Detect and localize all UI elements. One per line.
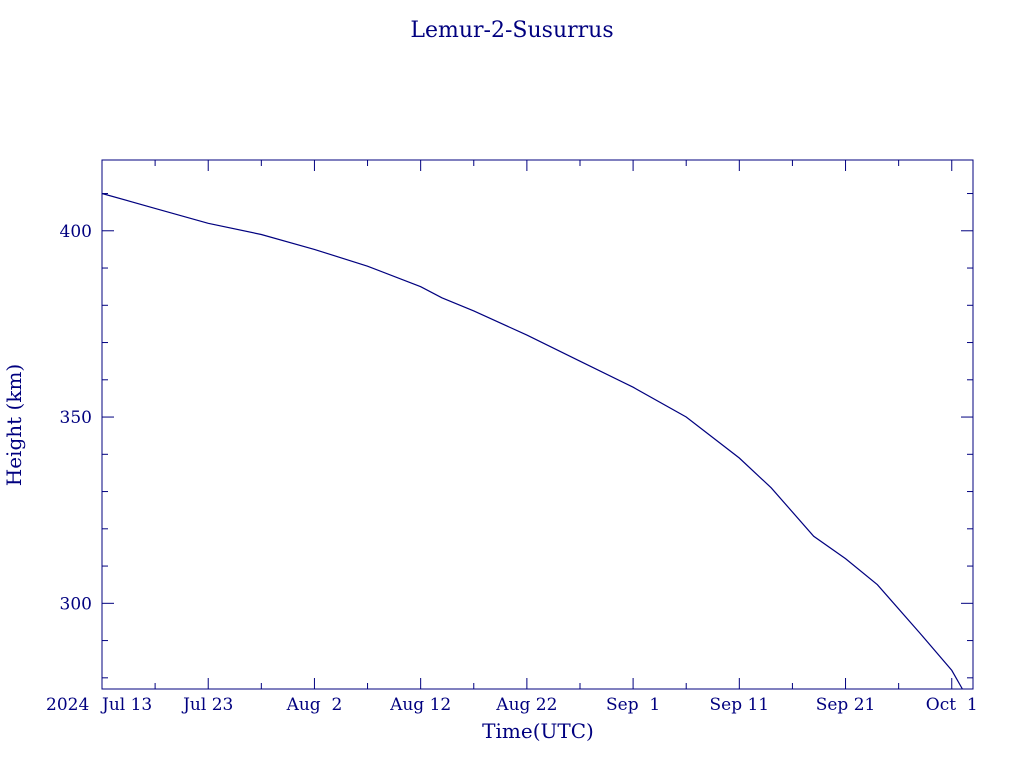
x-tick-label: Aug 22 [495, 695, 557, 715]
x-tick-label: Aug 12 [389, 695, 451, 715]
x-tick-label: Sep 11 [710, 695, 770, 715]
y-tick-label: 400 [60, 222, 92, 242]
x-axis-label: Time(UTC) [482, 719, 594, 743]
y-axis-ticks [102, 193, 973, 679]
y-axis-label: Height (km) [2, 364, 26, 486]
x-tick-label: Sep 21 [816, 695, 876, 715]
x-tick-label: Jul 13 [100, 695, 152, 715]
x-axis-ticks [101, 160, 953, 689]
y-axis-tick-labels: 300 350 400 [60, 222, 92, 615]
x-tick-label: Oct 1 [926, 695, 978, 715]
chart-title: Lemur-2-Susurrus [410, 18, 613, 43]
y-tick-label: 300 [60, 594, 92, 614]
y-tick-label: 350 [60, 408, 92, 428]
x-axis-year-label: 2024 [46, 695, 89, 715]
x-axis-tick-labels: Jul 13 Jul 23 Aug 2 Aug 12 Aug 22 Sep 1 Sep 11… [100, 695, 978, 715]
x-tick-label: Jul 23 [181, 695, 233, 715]
x-tick-label: Sep 1 [606, 695, 660, 715]
plot-frame [101, 159, 974, 690]
height-series-line [101, 192, 963, 690]
x-tick-label: Aug 2 [286, 695, 343, 715]
